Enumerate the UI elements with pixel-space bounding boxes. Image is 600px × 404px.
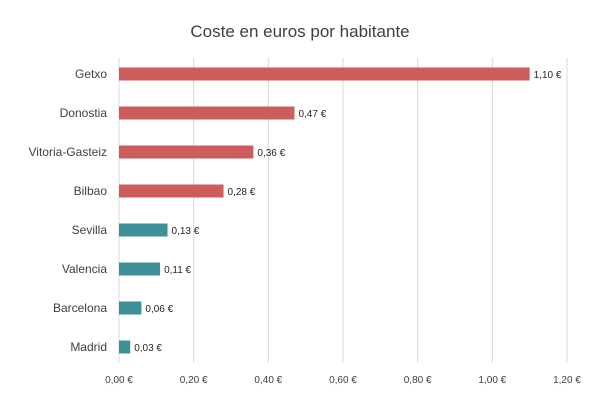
data-label: 1,10 € <box>534 70 562 81</box>
x-tick-label: 0,80 € <box>404 375 432 386</box>
bar <box>119 223 168 237</box>
bar <box>119 67 530 81</box>
category-label: Valencia <box>62 262 107 276</box>
category-label: Vitoria-Gasteiz <box>29 145 107 159</box>
chart-title: Coste en euros por habitante <box>190 22 410 41</box>
data-label: 0,36 € <box>257 148 285 159</box>
data-label: 0,03 € <box>134 343 162 354</box>
x-tick-label: 1,00 € <box>478 375 506 386</box>
x-tick-label: 0,00 € <box>105 375 133 386</box>
bar <box>119 106 295 120</box>
x-tick-label: 0,40 € <box>254 375 282 386</box>
data-label: 0,13 € <box>172 226 200 237</box>
data-label: 0,06 € <box>145 304 173 315</box>
bar <box>119 301 142 315</box>
data-label: 0,28 € <box>228 187 256 198</box>
category-label: Madrid <box>70 340 107 354</box>
x-tick-label: 1,20 € <box>553 375 581 386</box>
data-label: 0,47 € <box>298 109 326 120</box>
category-label: Getxo <box>75 67 107 81</box>
bar <box>119 145 254 159</box>
category-label: Sevilla <box>72 223 108 237</box>
category-label: Donostia <box>60 106 108 120</box>
x-tick-label: 0,20 € <box>180 375 208 386</box>
bar <box>119 262 161 276</box>
category-label: Bilbao <box>74 184 108 198</box>
category-label: Barcelona <box>53 301 107 315</box>
x-tick-label: 0,60 € <box>329 375 357 386</box>
bar <box>119 340 131 354</box>
data-label: 0,11 € <box>164 265 191 276</box>
bar <box>119 184 224 198</box>
